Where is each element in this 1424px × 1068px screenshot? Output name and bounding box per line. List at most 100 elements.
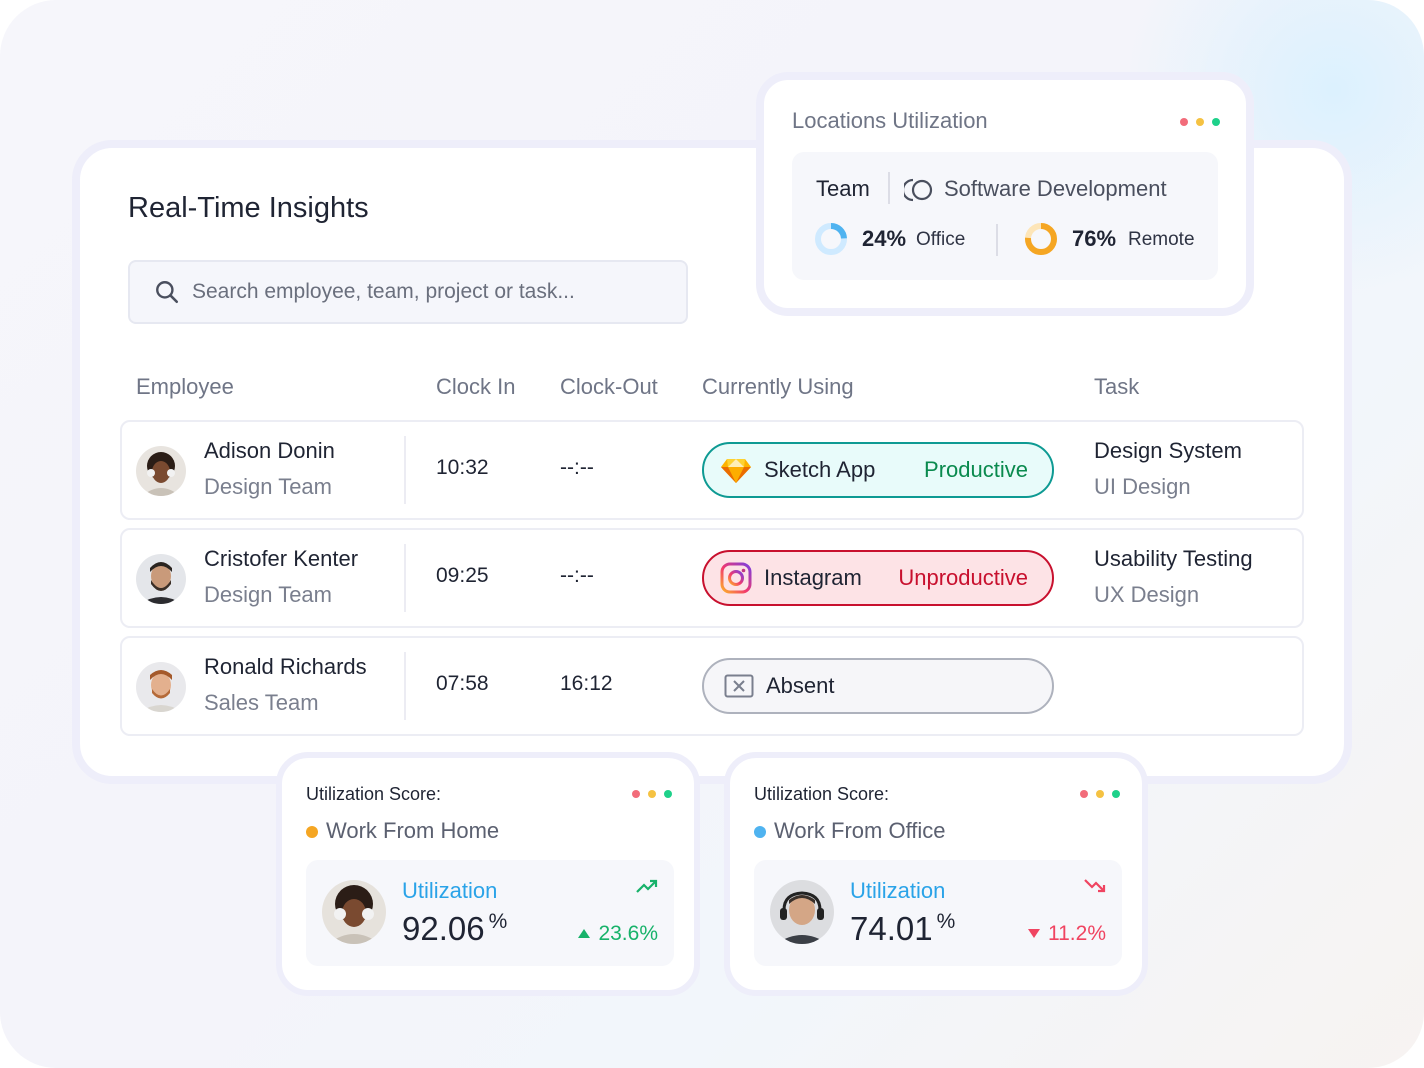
task-category: UX Design: [1094, 582, 1200, 607]
row-divider: [404, 436, 406, 504]
column-header-clock-in: Clock In: [436, 374, 516, 399]
avatar: [322, 880, 386, 944]
dot-icon: [1180, 118, 1188, 126]
employee-team: Design Team: [204, 582, 332, 607]
dot-icon: [1096, 790, 1104, 798]
dot-icon: [1080, 790, 1088, 798]
work-mode-label: Work From Home: [326, 818, 500, 843]
dot-icon: [1212, 118, 1220, 126]
dot-icon: [1196, 118, 1204, 126]
table-row[interactable]: Cristofer Kenter Design Team 09:25 --:--…: [120, 528, 1304, 628]
currently-using-pill[interactable]: Absent: [702, 658, 1054, 714]
change-value: 11.2%: [1048, 922, 1106, 945]
employee-name: Adison Donin: [204, 438, 335, 463]
utilization-value: 92.06%: [402, 910, 507, 948]
absent-icon: [724, 674, 754, 698]
utilization-unit: %: [936, 910, 956, 933]
more-options-dots[interactable]: [1080, 790, 1120, 798]
card-title: Locations Utilization: [792, 108, 988, 133]
dot-icon: [632, 790, 640, 798]
search-box[interactable]: [128, 260, 688, 324]
real-time-insights-card: Real-Time Insights Employee Clock In Clo…: [72, 140, 1352, 784]
clock-out-time: --:--: [560, 564, 594, 587]
task-category: UI Design: [1094, 474, 1191, 499]
employee-team: Design Team: [204, 474, 332, 499]
page-title: Real-Time Insights: [128, 192, 369, 224]
team-name: Software Development: [944, 176, 1167, 201]
utilization-number: 74.01: [850, 910, 933, 947]
row-divider: [404, 544, 406, 612]
clock-in-time: 07:58: [436, 672, 489, 695]
table-row[interactable]: Adison Donin Design Team 10:32 --:-- Ske…: [120, 420, 1304, 520]
column-header-currently-using: Currently Using: [702, 374, 854, 399]
avatar: [770, 880, 834, 944]
utilization-score-card-home: Utilization Score: Work From Home Utiliz…: [276, 752, 700, 996]
work-mode-label: Work From Office: [774, 818, 946, 843]
remote-label: Remote: [1128, 229, 1195, 250]
utilization-label: Utilization: [850, 878, 946, 903]
employee-name: Cristofer Kenter: [204, 546, 359, 571]
avatar: [136, 446, 186, 496]
avatar: [136, 554, 186, 604]
team-label: Team: [816, 176, 870, 201]
utilization-panel: Utilization 74.01% 11.2%: [754, 860, 1122, 966]
clock-in-time: 10:32: [436, 456, 489, 479]
app-name: Instagram: [764, 565, 862, 590]
search-input[interactable]: [192, 280, 662, 304]
instagram-icon: [720, 562, 752, 594]
productivity-status: Productive: [924, 457, 1028, 482]
utilization-change: 23.6%: [578, 922, 658, 946]
trend-up-icon: [636, 879, 658, 893]
card-title: Utilization Score:: [306, 784, 442, 804]
currently-using-pill[interactable]: Instagram Unproductive: [702, 550, 1054, 606]
more-options-dots[interactable]: [1180, 118, 1220, 126]
triangle-down-icon: [1028, 929, 1040, 938]
office-donut-chart: [815, 223, 847, 255]
clock-in-time: 09:25: [436, 564, 489, 587]
utilization-change: 11.2%: [1028, 922, 1106, 946]
currently-using-pill[interactable]: Sketch App Productive: [702, 442, 1054, 498]
change-value: 23.6%: [598, 922, 658, 945]
office-percentage: 24%: [862, 226, 907, 251]
office-label: Office: [916, 229, 966, 250]
app-name: Absent: [766, 673, 835, 698]
dot-icon: [1112, 790, 1120, 798]
more-options-dots[interactable]: [632, 790, 672, 798]
row-divider: [404, 652, 406, 720]
bullet-icon: [306, 826, 318, 838]
bullet-icon: [754, 826, 766, 838]
trend-down-icon: [1084, 879, 1106, 893]
sketch-icon: [721, 459, 751, 483]
search-icon: [156, 281, 179, 304]
utilization-unit: %: [488, 910, 508, 933]
productivity-status: Unproductive: [898, 565, 1028, 590]
utilization-score-card-office: Utilization Score: Work From Office Util…: [724, 752, 1148, 996]
task-name: Usability Testing: [1094, 546, 1253, 571]
utilization-panel: Utilization 92.06% 23.6%: [306, 860, 674, 966]
employee-team: Sales Team: [204, 690, 319, 715]
clock-out-time: --:--: [560, 456, 594, 479]
utilization-value: 74.01%: [850, 910, 955, 948]
triangle-up-icon: [578, 929, 591, 938]
column-header-clock-out: Clock-Out: [560, 374, 658, 399]
utilization-number: 92.06: [402, 910, 485, 947]
team-icon: [904, 178, 933, 202]
card-title: Utilization Score:: [754, 784, 890, 804]
divider: [888, 172, 890, 204]
remote-percentage: 76%: [1072, 226, 1117, 251]
dot-icon: [648, 790, 656, 798]
remote-donut-chart: [1025, 223, 1057, 255]
employee-name: Ronald Richards: [204, 654, 367, 679]
clock-out-time: 16:12: [560, 672, 613, 695]
divider: [996, 224, 998, 256]
utilization-label: Utilization: [402, 878, 498, 903]
column-header-task: Task: [1094, 374, 1140, 399]
avatar: [136, 662, 186, 712]
app-name: Sketch App: [764, 457, 876, 482]
locations-utilization-card: Locations Utilization Team Software Deve…: [756, 72, 1254, 316]
table-row[interactable]: Ronald Richards Sales Team 07:58 16:12 A…: [120, 636, 1304, 736]
locations-summary: Team Software Development 24% Office 76%…: [792, 152, 1218, 280]
column-header-employee: Employee: [136, 374, 234, 399]
task-name: Design System: [1094, 438, 1242, 463]
dot-icon: [664, 790, 672, 798]
